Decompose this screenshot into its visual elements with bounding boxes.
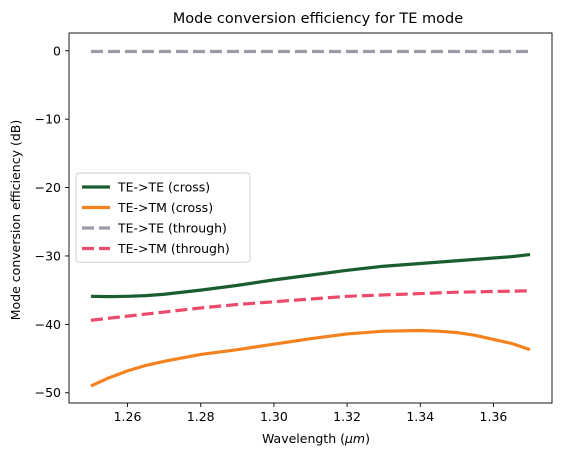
legend: TE->TE (cross) TE->TM (cross) TE->TE (thro… [75, 172, 251, 263]
y-tick-label: 0 [53, 43, 61, 58]
plot-area [68, 32, 553, 404]
legend-label: TE->TM (cross) [117, 200, 213, 215]
legend-label: TE->TE (cross) [117, 180, 210, 195]
series-line-2 [90, 328, 531, 388]
x-tick-label: 1.32 [333, 409, 361, 424]
x-tick-label: 1.28 [187, 409, 215, 424]
legend-box [75, 172, 251, 263]
legend-label: TE->TE (through) [117, 221, 227, 236]
series-layer [90, 49, 531, 388]
x-axis-ticks: 1.26 1.28 1.30 1.32 1.34 1.36 [114, 403, 508, 424]
x-axis-label: Wavelength (μm) [262, 431, 370, 446]
x-axis-label-end: ) [365, 431, 370, 446]
legend-label: TE->TM (through) [117, 241, 230, 256]
x-tick-label: 1.30 [260, 409, 288, 424]
x-axis-label-unit: μm [344, 431, 365, 446]
y-tick-label: −30 [35, 248, 61, 263]
chart-title: Mode conversion efficiency for TE mode [173, 11, 463, 27]
y-tick-label: −50 [35, 385, 61, 400]
y-axis-label: Mode conversion efficiency (dB) [8, 120, 23, 320]
x-tick-label: 1.36 [480, 409, 508, 424]
x-tick-label: 1.34 [406, 409, 434, 424]
series-line-1 [90, 252, 531, 299]
y-tick-label: −10 [35, 112, 61, 127]
y-tick-label: −40 [35, 317, 61, 332]
series-line-4 [90, 289, 531, 322]
y-tick-label: −20 [35, 180, 61, 195]
plot-frame [68, 32, 553, 404]
x-axis-label-main: Wavelength ( [262, 431, 345, 446]
y-axis-ticks: 0 −10 −20 −30 −40 −50 [35, 43, 69, 400]
x-tick-label: 1.26 [114, 409, 142, 424]
